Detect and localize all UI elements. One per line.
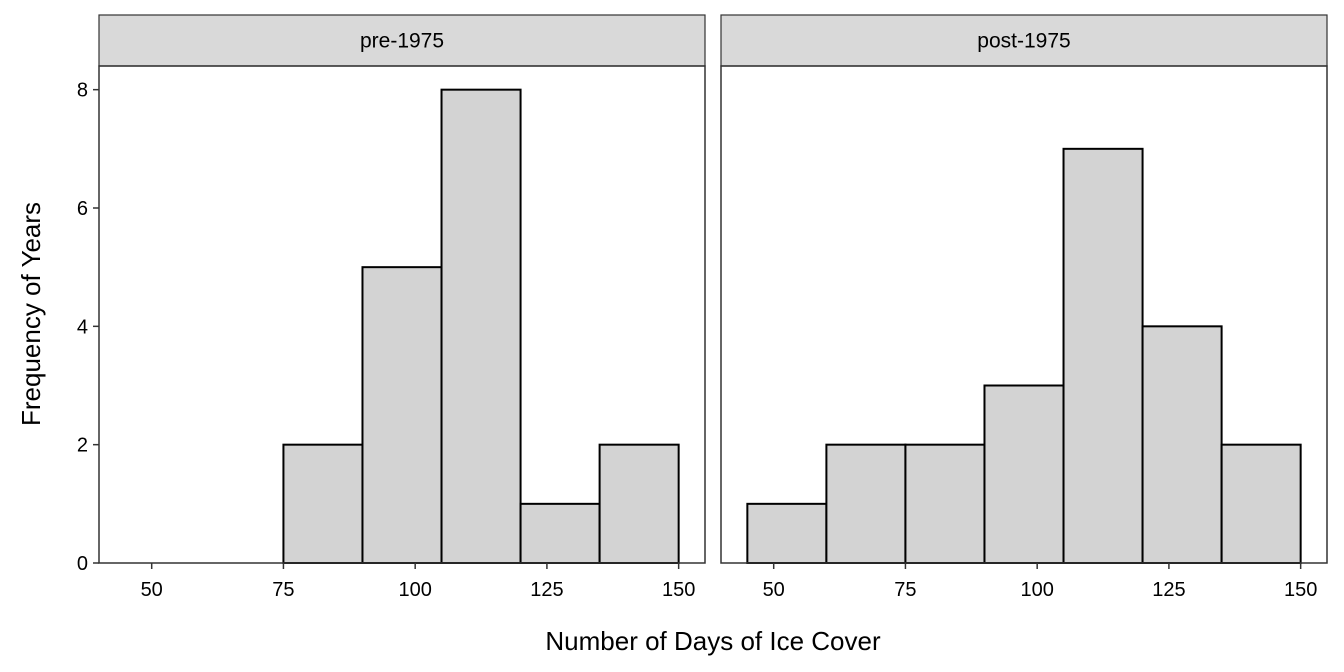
- histogram-bar: [598, 443, 680, 564]
- y-tick-label: 4: [77, 316, 88, 338]
- strip-label-pre-1975: pre-1975: [360, 30, 444, 53]
- y-axis: 0 2 4 6 8: [77, 80, 99, 575]
- histogram-bar: [983, 384, 1065, 564]
- histogram-bar: [1062, 147, 1144, 564]
- y-tick-label: 6: [77, 198, 88, 220]
- panel-post-1975: post-1975 50 75 100 125 150: [720, 14, 1328, 601]
- histogram-bar: [904, 443, 986, 564]
- panel-border-pre-1975: [98, 65, 706, 564]
- x-tick-label: 125: [530, 579, 563, 601]
- panel-pre-1975: pre-1975 50 75 100 125 150: [98, 14, 706, 601]
- x-tick-label: 50: [763, 579, 785, 601]
- y-tick-label: 2: [77, 435, 88, 457]
- histogram-bar: [361, 266, 443, 564]
- histogram-bar: [1220, 443, 1302, 564]
- histogram-bar: [825, 443, 907, 564]
- x-tick-label: 100: [398, 579, 431, 601]
- strip-label-post-1975: post-1975: [977, 30, 1070, 53]
- x-axis-title: Number of Days of Ice Cover: [545, 626, 881, 656]
- x-tick-label: 100: [1020, 579, 1053, 601]
- strip-pre-1975: [98, 14, 706, 67]
- histogram-bar: [519, 502, 601, 565]
- y-axis-title: Frequency of Years: [16, 202, 46, 426]
- histogram-bar: [1141, 325, 1223, 565]
- histogram-bar: [440, 88, 522, 565]
- x-tick-label: 125: [1152, 579, 1185, 601]
- y-tick-label: 0: [77, 553, 88, 575]
- y-tick-label: 8: [77, 80, 88, 102]
- histogram-bar: [282, 443, 364, 564]
- x-tick-label: 75: [272, 579, 294, 601]
- panel-border-post-1975: [720, 65, 1328, 564]
- histogram-bar: [746, 502, 828, 565]
- strip-post-1975: [720, 14, 1328, 67]
- x-tick-label: 50: [141, 579, 163, 601]
- x-tick-label: 150: [1284, 579, 1317, 601]
- x-tick-label: 150: [662, 579, 695, 601]
- x-tick-label: 75: [894, 579, 916, 601]
